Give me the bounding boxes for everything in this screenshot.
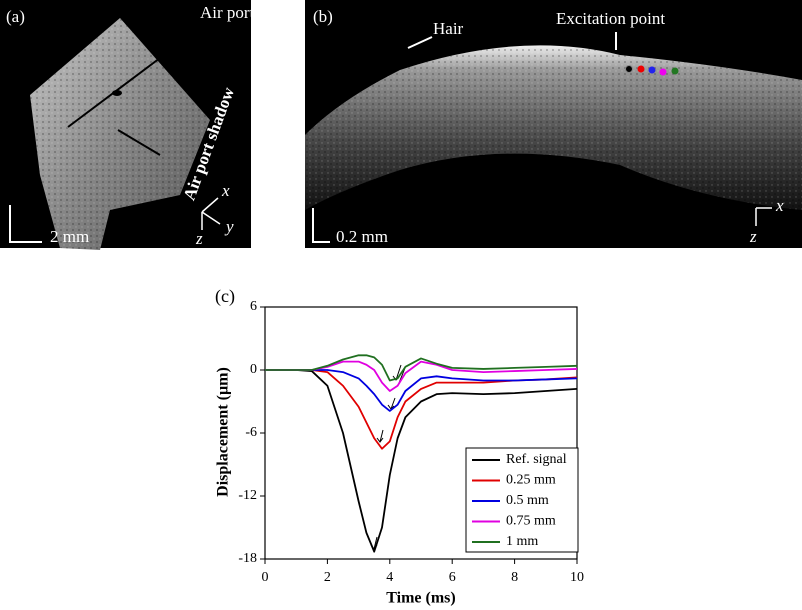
axis-letter: y (224, 217, 234, 236)
x-tick-label: 4 (386, 570, 393, 585)
tissue-texture (30, 18, 210, 250)
legend-label: 0.75 mm (506, 514, 556, 529)
y-tick-label: -12 (238, 488, 257, 503)
axis-letter: z (195, 229, 203, 248)
line-series (265, 369, 578, 450)
axis-letter: z (749, 227, 757, 246)
scale-label: 0.2 mm (336, 227, 388, 246)
axis-letter: x (221, 181, 230, 200)
arrow (407, 36, 433, 49)
line-series (265, 369, 578, 553)
annotation: Air port (200, 3, 255, 22)
legend-label: Ref. signal (506, 452, 567, 467)
y-tick-label: -6 (245, 425, 257, 440)
legend-label: 0.25 mm (506, 473, 556, 488)
dip-arrows (370, 364, 406, 550)
legend-label: 0.5 mm (506, 493, 549, 508)
panel-b: (b) Hair Excitation point 0.2 mm x z (305, 0, 802, 248)
chart: (c) Time (ms) Displacement (µm) 0 2 4 6 8 10 -… (215, 286, 584, 607)
point (659, 68, 667, 76)
tissue-texture (305, 45, 802, 210)
panel-a: (a) Air port Air port shadow 2 mm x y z (0, 0, 255, 250)
x-tick-label: 6 (449, 570, 456, 585)
x-tick-label: 2 (324, 570, 331, 585)
point (637, 65, 645, 73)
point (625, 65, 633, 73)
y-tick-label: 6 (250, 299, 257, 314)
legend-label: 1 mm (506, 534, 538, 549)
scale-bar (312, 208, 330, 243)
axes-icon (201, 197, 221, 230)
x-tick-label: 10 (570, 570, 584, 585)
line-series (265, 369, 578, 412)
line-series (265, 354, 578, 382)
panel-label: (a) (6, 7, 25, 26)
scale-label: 2 mm (50, 227, 89, 246)
annotation: Hair (433, 19, 464, 38)
shadow-arrow (117, 129, 161, 156)
y-tick-label: 0 (250, 362, 257, 377)
axis-letter: x (775, 196, 784, 215)
panel-label: (b) (313, 7, 333, 26)
y-tick-label: -18 (238, 551, 257, 566)
line-series (265, 360, 578, 392)
y-axis-title: Displacement (µm) (215, 367, 232, 497)
point (648, 66, 656, 74)
x-tick-label: 0 (262, 570, 269, 585)
point (671, 67, 679, 75)
x-axis-title: Time (ms) (386, 590, 455, 607)
annotation: Excitation point (556, 9, 665, 28)
x-tick-label: 8 (511, 570, 518, 585)
panel-label: (c) (215, 286, 235, 307)
axes-icon (755, 207, 772, 226)
scale-bar (9, 205, 42, 243)
center-dot (112, 90, 122, 96)
